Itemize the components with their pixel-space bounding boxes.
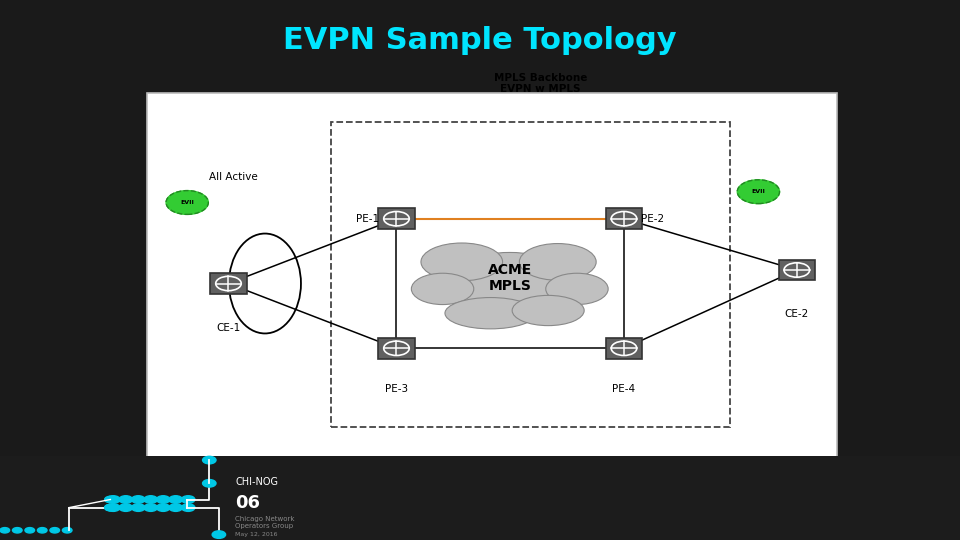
Text: MPLS Backbone
EVPN w MPLS: MPLS Backbone EVPN w MPLS	[493, 73, 588, 94]
Ellipse shape	[411, 273, 474, 305]
FancyBboxPatch shape	[378, 338, 415, 359]
Circle shape	[737, 180, 780, 204]
Text: EVII: EVII	[180, 200, 194, 205]
Circle shape	[156, 504, 170, 511]
Text: PE-4: PE-4	[612, 384, 636, 394]
Text: CE-2: CE-2	[784, 309, 809, 319]
Circle shape	[105, 496, 116, 503]
Text: ACME
MPLS: ACME MPLS	[488, 263, 532, 293]
Ellipse shape	[513, 295, 584, 326]
Circle shape	[105, 504, 116, 511]
Text: CE-1: CE-1	[216, 323, 241, 333]
Text: May 12, 2016: May 12, 2016	[235, 532, 277, 537]
Text: EVII: EVII	[752, 189, 765, 194]
Ellipse shape	[545, 273, 609, 305]
Text: PE-3: PE-3	[385, 384, 408, 394]
Circle shape	[107, 504, 120, 511]
Ellipse shape	[519, 244, 596, 280]
Circle shape	[181, 504, 195, 511]
Circle shape	[181, 496, 195, 503]
Text: PE-1: PE-1	[356, 214, 379, 224]
Circle shape	[156, 496, 170, 503]
Circle shape	[37, 528, 47, 533]
Text: PE-2: PE-2	[641, 214, 664, 224]
Text: CHI-NOG: CHI-NOG	[235, 477, 278, 487]
FancyBboxPatch shape	[378, 208, 415, 229]
Circle shape	[169, 496, 182, 503]
Circle shape	[12, 528, 22, 533]
Circle shape	[0, 528, 10, 533]
FancyBboxPatch shape	[210, 273, 247, 294]
Circle shape	[203, 456, 216, 464]
Circle shape	[62, 528, 72, 533]
Ellipse shape	[421, 243, 503, 281]
Text: 06: 06	[235, 494, 260, 512]
Ellipse shape	[444, 298, 536, 329]
Circle shape	[144, 504, 157, 511]
Circle shape	[144, 496, 157, 503]
FancyBboxPatch shape	[779, 260, 815, 280]
Circle shape	[25, 528, 35, 533]
Circle shape	[166, 191, 208, 214]
Circle shape	[203, 480, 216, 487]
Text: EVPN Sample Topology: EVPN Sample Topology	[283, 26, 677, 55]
Circle shape	[119, 504, 132, 511]
Circle shape	[212, 531, 226, 538]
Circle shape	[132, 496, 145, 503]
Circle shape	[132, 504, 145, 511]
FancyBboxPatch shape	[606, 338, 642, 359]
FancyBboxPatch shape	[606, 208, 642, 229]
Circle shape	[107, 496, 120, 503]
Text: Chicago Network
Operators Group: Chicago Network Operators Group	[235, 516, 295, 529]
Circle shape	[50, 528, 60, 533]
Ellipse shape	[445, 252, 574, 314]
Circle shape	[119, 496, 132, 503]
FancyBboxPatch shape	[147, 93, 837, 457]
Circle shape	[169, 504, 182, 511]
Bar	[0, 456, 960, 540]
Text: All Active: All Active	[209, 172, 257, 182]
Circle shape	[105, 504, 116, 511]
